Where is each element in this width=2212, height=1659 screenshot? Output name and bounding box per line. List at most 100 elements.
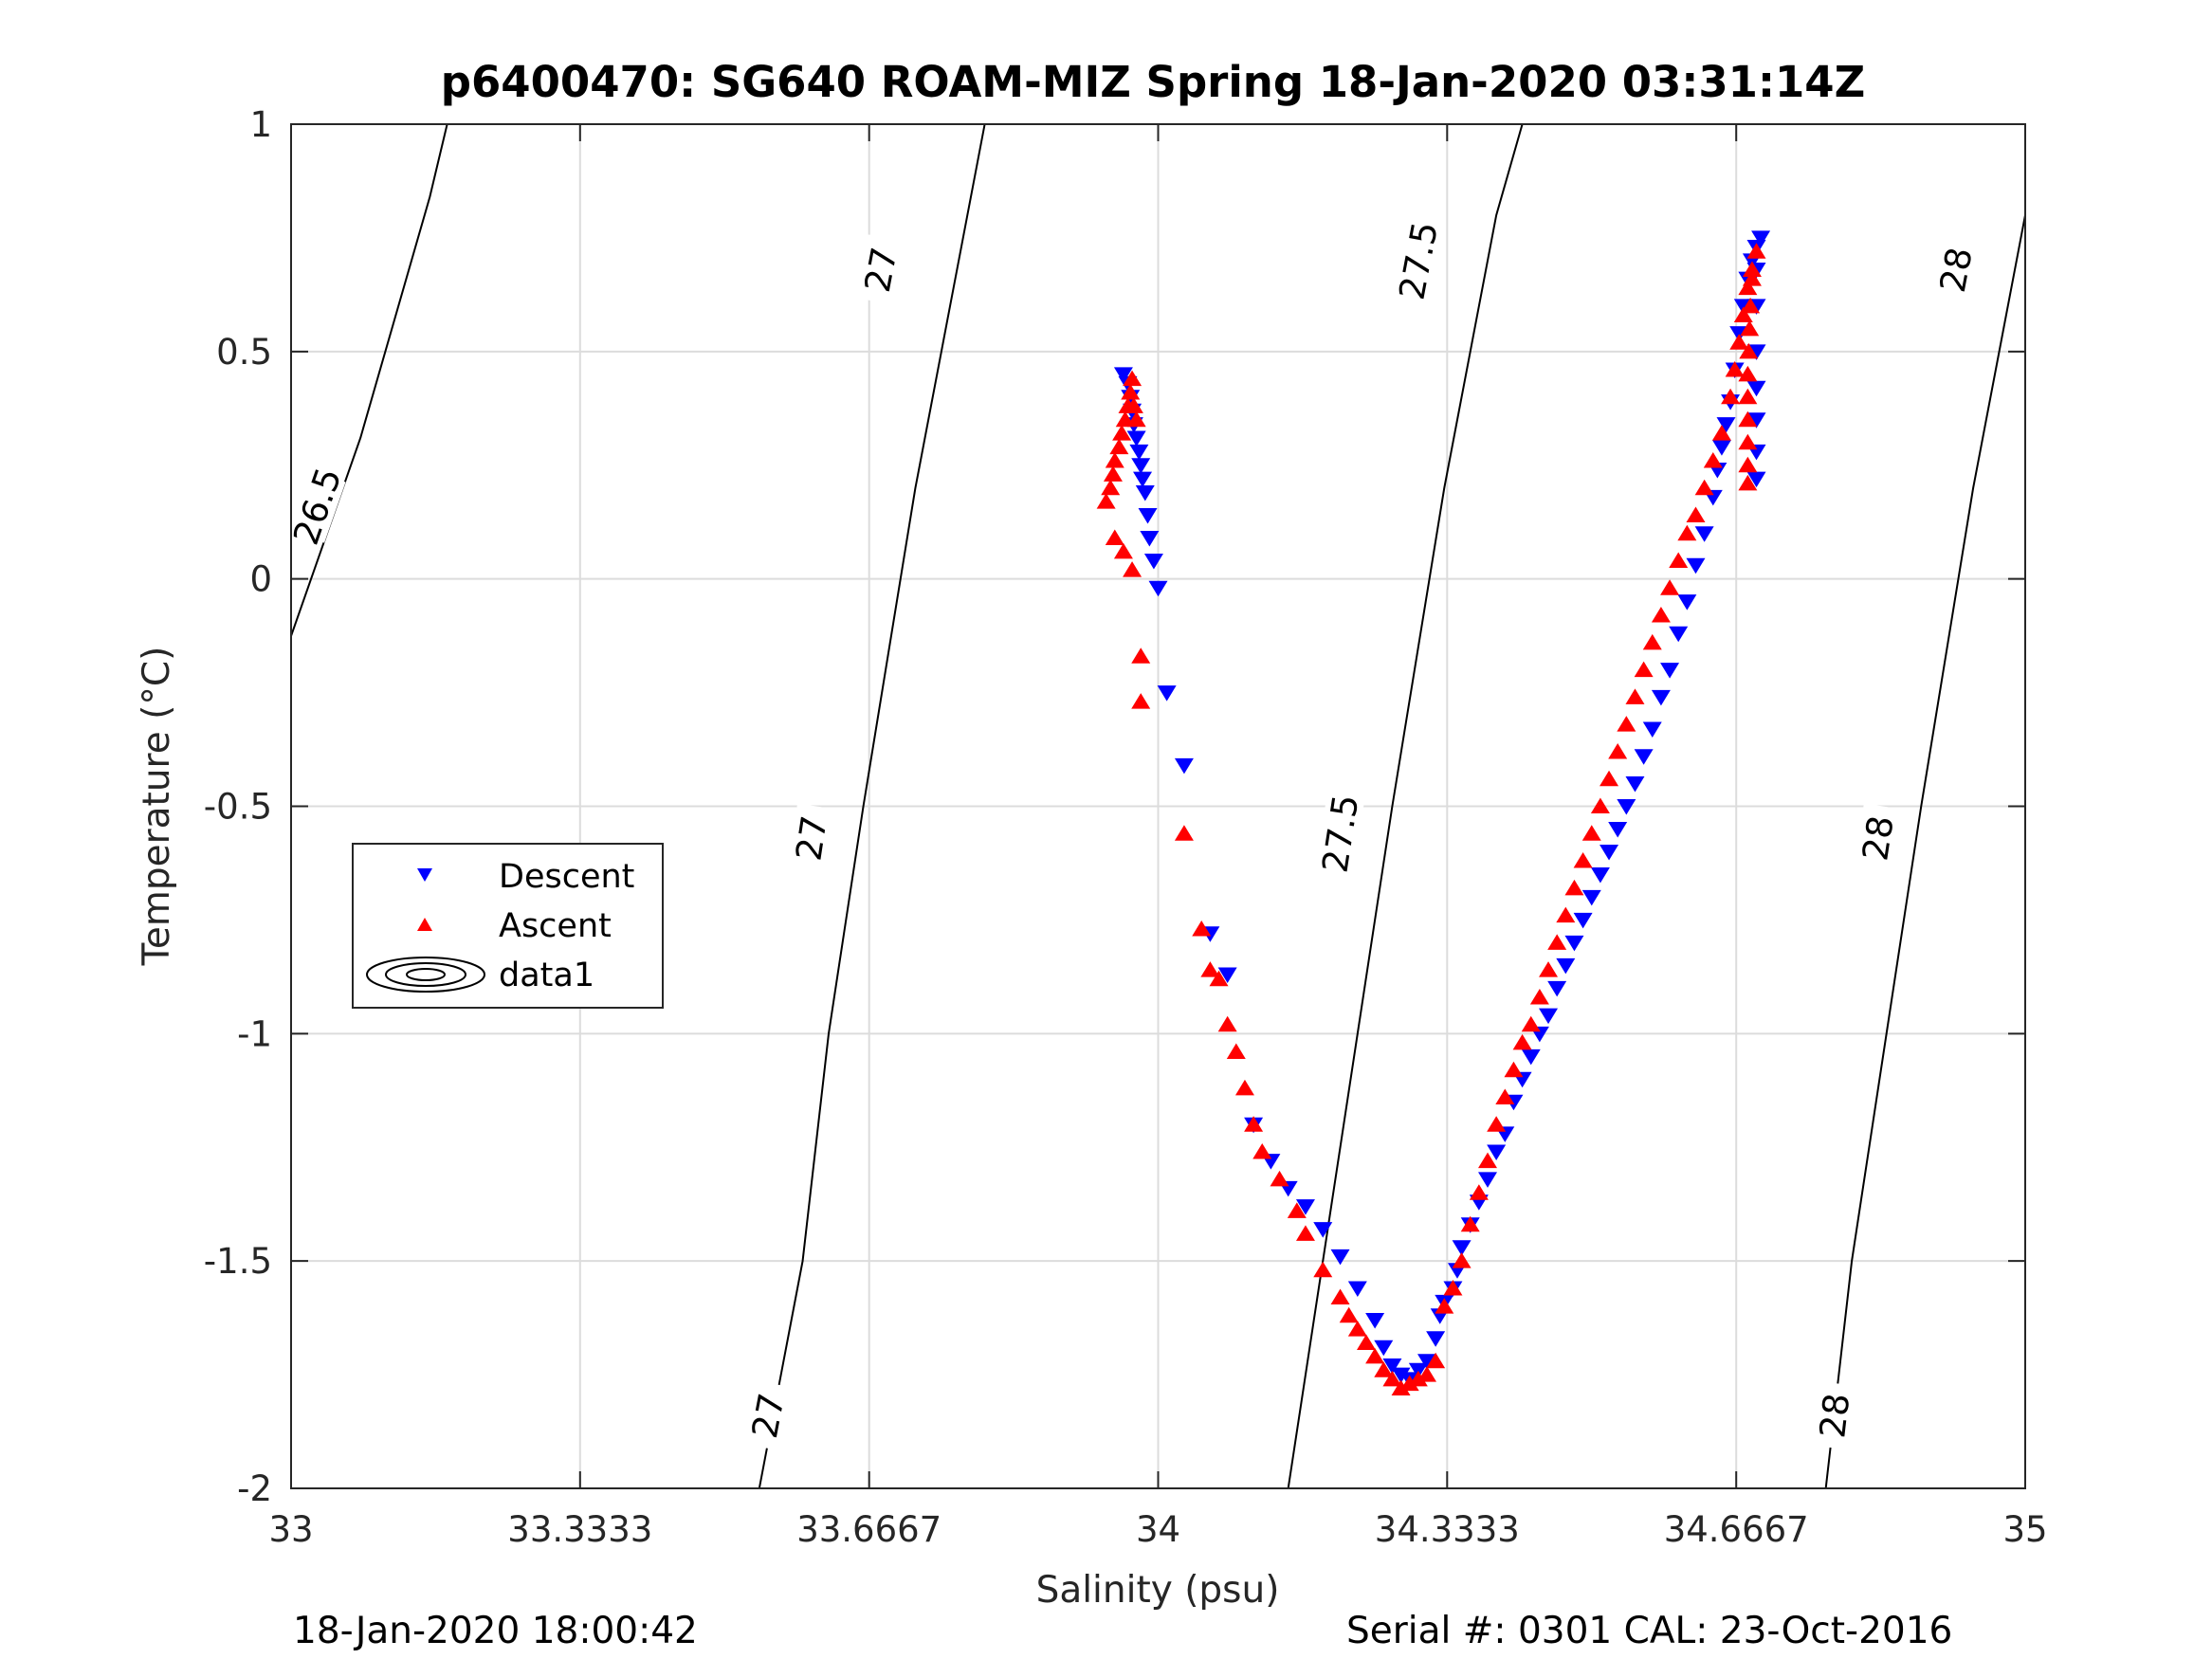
descent-point [1113, 367, 1133, 383]
ascent-point [1113, 542, 1133, 559]
ascent-point [1460, 1215, 1480, 1232]
ascent-point [1529, 988, 1549, 1005]
ascent-point [1746, 243, 1766, 259]
ascent-point [1287, 1202, 1307, 1218]
ascent-point [1495, 1088, 1515, 1104]
descent-point [1608, 821, 1628, 838]
legend-data1-label: data1 [499, 957, 594, 994]
legend: Descent Ascent data1 [352, 843, 664, 1009]
descent-point [1617, 799, 1636, 815]
descent-point [1751, 230, 1771, 246]
descent-point [1478, 1172, 1498, 1188]
contour-label-27: 27 [744, 1390, 793, 1441]
y-tick-label: 1 [249, 104, 272, 145]
contour-label-27-5: 27.5 [1315, 792, 1367, 875]
contour-line-27 [758, 124, 986, 1488]
ascent-point [1443, 1279, 1463, 1296]
descent-point [1426, 1331, 1446, 1347]
ascent-series [1096, 243, 1766, 1395]
descent-point [1669, 626, 1689, 643]
x-tick-label: 35 [2002, 1509, 2047, 1550]
legend-ascent-label: Ascent [499, 907, 612, 945]
ascent-point [1109, 438, 1129, 455]
x-tick-label: 33.3333 [507, 1509, 652, 1550]
descent-point [1143, 553, 1163, 570]
descent-point [1174, 757, 1194, 775]
ascent-point [1634, 661, 1654, 678]
ascent-point [1123, 370, 1143, 387]
descent-point [1539, 1008, 1559, 1025]
ascent-point [1741, 297, 1761, 314]
descent-point [1382, 1358, 1402, 1375]
descent-point [1133, 471, 1153, 488]
ascent-point [1738, 474, 1758, 491]
ascent-point [1742, 261, 1762, 277]
legend-contour-icon [366, 957, 485, 993]
descent-point [1374, 1340, 1394, 1357]
descent-series [1113, 230, 1771, 1388]
ascent-point [1452, 1252, 1472, 1268]
ascent-point [1096, 493, 1116, 509]
x-axis-ticks: 33 33.3333 33.6667 34 34.3333 34.6667 35 [268, 124, 2048, 1550]
ascent-point [1123, 561, 1143, 577]
ascent-point [1694, 479, 1714, 496]
descent-point [1600, 844, 1619, 861]
descent-point [1547, 980, 1567, 997]
ascent-point [1124, 397, 1143, 413]
descent-point [1391, 1367, 1411, 1384]
y-tick-label: 0 [249, 559, 272, 600]
descent-point [1746, 471, 1766, 488]
ascent-point [1738, 279, 1758, 296]
ascent-point [1729, 334, 1749, 350]
ascent-point [1356, 1334, 1376, 1351]
ascent-point [1738, 410, 1758, 428]
contour-label-bg [1393, 225, 1443, 297]
x-tick-label: 34.3333 [1375, 1509, 1520, 1550]
contour-label-28: 28 [1855, 813, 1902, 864]
descent-point [1417, 1354, 1436, 1370]
ascent-point [1426, 1352, 1446, 1369]
ascent-point [1101, 479, 1121, 496]
descent-point [1148, 580, 1168, 597]
contour-label-27-5: 27.5 [1392, 219, 1447, 303]
ascent-point [1469, 1184, 1489, 1200]
descent-point [1590, 866, 1610, 884]
ascent-point [1313, 1261, 1333, 1278]
descent-point [1140, 530, 1160, 547]
contour-label-bg [855, 234, 905, 305]
ascent-point [1539, 961, 1559, 977]
descent-point [1487, 1144, 1507, 1161]
descent-point [1556, 957, 1576, 975]
contour-label-27: 27 [788, 813, 835, 864]
x-tick-label: 33.6667 [796, 1509, 941, 1550]
descent-point [1347, 1281, 1367, 1297]
legend-ascent-marker [417, 918, 432, 931]
ascent-point [1126, 410, 1146, 428]
y-tick-label: -1.5 [204, 1241, 272, 1282]
footer-timestamp: 18-Jan-2020 18:00:42 [293, 1610, 698, 1652]
y-tick-label: -0.5 [204, 787, 272, 828]
ascent-point [1374, 1361, 1394, 1377]
ascent-point [1625, 688, 1645, 704]
chart-title: p6400470: SG640 ROAM-MIZ Spring 18-Jan-2… [441, 57, 1865, 107]
contour-label-bg [1812, 1381, 1857, 1450]
descent-point [1452, 1240, 1472, 1256]
density-contours: 26.5 27 27 27 27.5 27.5 28 28 28 [285, 124, 2025, 1488]
contour-label-bg [1930, 234, 1981, 305]
ascent-point [1721, 388, 1741, 405]
ascent-point [1600, 770, 1619, 787]
ascent-point [1738, 365, 1758, 382]
descent-point [1746, 412, 1766, 428]
ascent-point [1660, 579, 1680, 595]
x-tick-label: 34 [1136, 1509, 1180, 1550]
ascent-point [1339, 1306, 1359, 1323]
descent-point [1642, 721, 1662, 738]
ascent-point [1738, 433, 1758, 450]
descent-point [1573, 912, 1593, 929]
ascent-point [1382, 1370, 1402, 1387]
ascent-point [1733, 306, 1753, 322]
descent-point [1716, 417, 1736, 433]
descent-point [1651, 689, 1671, 706]
ascent-point [1504, 1061, 1524, 1078]
